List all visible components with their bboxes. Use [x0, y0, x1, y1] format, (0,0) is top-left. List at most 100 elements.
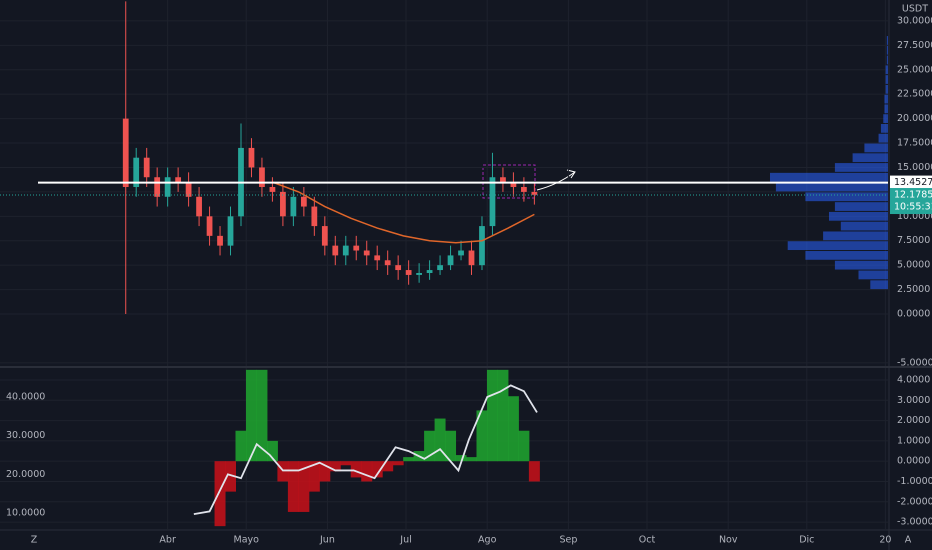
candle-body [416, 272, 422, 275]
y-tick-label: 25.0000 [897, 64, 932, 75]
volume-profile-bar [870, 280, 888, 290]
oscillator-bar [225, 461, 237, 492]
candle-body [280, 191, 286, 217]
level-badge [890, 175, 932, 190]
volume-profile-bar [885, 75, 888, 84]
y-tick-label: 15.0000 [897, 162, 932, 173]
oscillator-bar [518, 430, 530, 462]
volume-profile-bar [886, 55, 888, 65]
oscillator-bar [340, 461, 352, 466]
candle-body [175, 177, 182, 183]
oscillator-bar [361, 461, 373, 482]
candle-body [531, 191, 538, 195]
candle-body [206, 216, 213, 236]
candle-body [122, 118, 129, 188]
oscillator-bar [319, 461, 331, 482]
candle-body [269, 187, 276, 192]
last-price-badge [890, 188, 932, 215]
y2-tick-label: 1.0000 [897, 435, 930, 446]
oscillator-bar [403, 457, 415, 462]
oscillator-bar [382, 461, 394, 472]
volume-profile-bar [840, 221, 888, 231]
drawing-box [482, 164, 536, 199]
y2-tick-label: -2.0000 [897, 496, 932, 507]
x-tick-label: Mayo [234, 535, 260, 546]
candle-body [395, 265, 402, 271]
y-tick-label: 5.0000 [897, 260, 930, 271]
volume-profile-bar [834, 202, 888, 211]
candle-body [290, 196, 297, 217]
volume-profile-bar [805, 251, 888, 260]
y2-tick-label: 2.0000 [897, 415, 930, 426]
candle-body [227, 216, 234, 246]
oscillator-line [193, 384, 538, 516]
y-tick-label: 22.5000 [897, 89, 932, 100]
last-price-label: 12.1785 [894, 190, 932, 201]
y-tick-label: 20.0000 [6, 469, 45, 480]
level-label: 13.4527 [894, 177, 932, 188]
oscillator-bar [392, 461, 404, 466]
y2-tick-label: -3.0000 [897, 517, 932, 528]
oscillator-bar [308, 461, 320, 492]
volume-profile-bar [880, 123, 888, 133]
candle-body [521, 187, 527, 192]
oscillator-bar [434, 418, 446, 462]
footer-right: A [905, 535, 912, 546]
volume-profile-bar [834, 260, 888, 270]
y-tick-label: 17.5000 [897, 138, 932, 149]
volume-profile-bar [864, 143, 888, 153]
candle-body [489, 177, 496, 227]
oscillator-bar [235, 430, 247, 462]
volume-profile-bar [878, 133, 888, 143]
countdown: 10:55:31 [894, 202, 932, 213]
candle-body [259, 167, 265, 188]
price-pane [0, 0, 888, 366]
indicator-pane [0, 368, 888, 530]
candle-body [468, 250, 475, 266]
candle-body [374, 255, 381, 261]
candle-body [458, 250, 464, 256]
moving-average [272, 181, 535, 244]
candle-body [321, 226, 328, 246]
volume-profile-bar [787, 241, 888, 251]
y-tick-label: 40.0000 [6, 391, 45, 402]
candle-body [332, 245, 339, 256]
candle-body [342, 245, 349, 256]
oscillator-bar [287, 461, 299, 512]
oscillator-bar [476, 410, 488, 462]
oscillator-bar [256, 369, 268, 462]
oscillator-bar [214, 461, 226, 527]
y-tick-label: 0.0000 [897, 309, 930, 320]
volume-profile-bar [884, 94, 888, 104]
oscillator-bar [507, 396, 519, 462]
candle-body [479, 226, 485, 266]
oscillator-bar [266, 440, 278, 462]
x-tick-label: Dic [799, 535, 814, 546]
y-tick-label: 20.0000 [897, 113, 932, 124]
candle-body [196, 196, 202, 217]
y2-tick-label: -1.0000 [897, 476, 932, 487]
candle-body [217, 235, 223, 246]
candle-body [143, 157, 150, 178]
volume-profile-bar [805, 192, 888, 202]
candle-body [185, 182, 192, 197]
volume-profile-bar [823, 231, 888, 241]
y-tick-label: 30.0000 [6, 430, 45, 441]
y2-tick-label: 0.0000 [897, 456, 930, 467]
oscillator-bar [455, 455, 467, 462]
candle-body [426, 270, 433, 273]
volume-profile-bar [886, 36, 888, 45]
oscillator-bar [497, 369, 509, 462]
candle-body [300, 196, 307, 207]
volume-profile-bar [883, 114, 888, 123]
candle-body [405, 270, 412, 275]
volume-profile-bar [884, 104, 888, 114]
footer-left: Z [31, 535, 38, 546]
volume-profile-bar [834, 163, 888, 172]
y2-tick-label: 4.0000 [897, 374, 930, 385]
y-tick-label: 7.5000 [897, 235, 930, 246]
volume-profile-bar [858, 270, 888, 280]
candle-body [164, 177, 171, 197]
